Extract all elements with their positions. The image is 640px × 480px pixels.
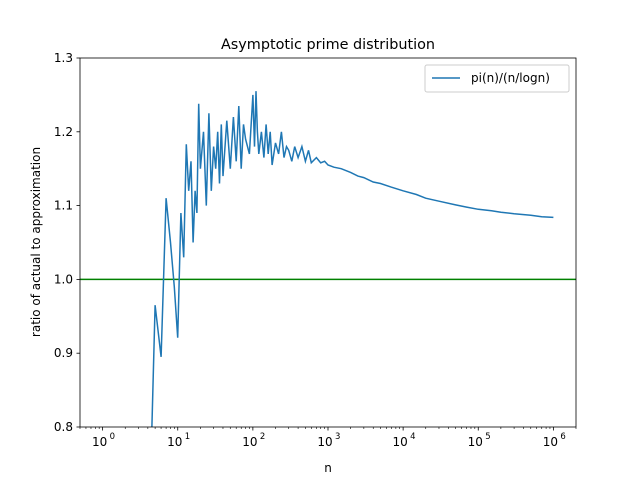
x-tick-exponent: 3 xyxy=(335,432,340,442)
x-axis-label: n xyxy=(324,461,332,475)
legend-box xyxy=(424,64,570,93)
x-tick-label: 10 xyxy=(468,435,483,449)
chart-title: Asymptotic prime distribution xyxy=(221,37,435,53)
axes-frame xyxy=(79,57,577,428)
x-tick-label: 10 xyxy=(543,435,558,449)
series-line xyxy=(151,91,554,427)
x-tick-exponent: 1 xyxy=(185,432,190,442)
y-tick-label: 0.8 xyxy=(54,420,73,434)
y-tick-label: 1.1 xyxy=(54,199,73,213)
x-tick-exponent: 4 xyxy=(410,432,415,442)
legend: pi(n)/(n/logn) xyxy=(424,64,570,93)
x-tick-label: 10 xyxy=(167,435,182,449)
y-axis-ticks: 0.8 0.9 1.0 1.1 1.2 1.3 xyxy=(54,51,80,434)
x-tick-label: 10 xyxy=(92,435,107,449)
y-tick-label: 1.0 xyxy=(54,272,73,286)
plot-area xyxy=(80,91,576,427)
y-tick-label: 1.3 xyxy=(54,51,73,65)
x-tick-label: 10 xyxy=(242,435,257,449)
legend-label: pi(n)/(n/logn) xyxy=(471,71,550,85)
y-tick-label: 0.9 xyxy=(54,346,73,360)
x-tick-exponent: 0 xyxy=(110,432,115,442)
x-tick-label: 10 xyxy=(392,435,407,449)
y-tick-label: 1.2 xyxy=(54,125,73,139)
x-tick-exponent: 5 xyxy=(485,432,490,442)
y-axis-label: ratio of actual to approximation xyxy=(29,147,43,337)
x-tick-label: 10 xyxy=(317,435,332,449)
x-tick-exponent: 6 xyxy=(560,432,565,442)
x-axis-ticks: 10 0 10 1 10 2 10 3 10 4 10 5 10 6 xyxy=(79,427,577,449)
x-tick-exponent: 2 xyxy=(260,432,265,442)
